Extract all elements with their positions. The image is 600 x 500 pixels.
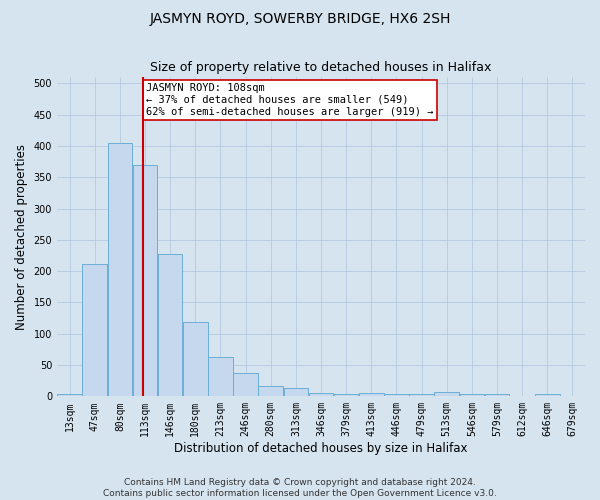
Bar	[309, 392, 334, 396]
Bar	[183, 322, 208, 396]
Bar	[133, 164, 157, 396]
Bar	[158, 254, 182, 396]
X-axis label: Distribution of detached houses by size in Halifax: Distribution of detached houses by size …	[174, 442, 468, 455]
Bar	[485, 394, 509, 396]
Bar	[409, 394, 434, 396]
Bar	[460, 394, 484, 396]
Text: JASMYN ROYD, SOWERBY BRIDGE, HX6 2SH: JASMYN ROYD, SOWERBY BRIDGE, HX6 2SH	[149, 12, 451, 26]
Bar	[208, 357, 233, 397]
Bar	[284, 388, 308, 396]
Bar	[334, 394, 358, 396]
Bar	[233, 372, 258, 396]
Bar	[259, 386, 283, 396]
Bar	[359, 392, 383, 396]
Bar	[82, 264, 107, 396]
Y-axis label: Number of detached properties: Number of detached properties	[15, 144, 28, 330]
Text: Contains HM Land Registry data © Crown copyright and database right 2024.
Contai: Contains HM Land Registry data © Crown c…	[103, 478, 497, 498]
Bar	[57, 394, 82, 396]
Bar	[535, 394, 560, 396]
Bar	[384, 394, 409, 396]
Title: Size of property relative to detached houses in Halifax: Size of property relative to detached ho…	[151, 62, 492, 74]
Bar	[434, 392, 459, 396]
Bar	[107, 143, 132, 397]
Text: JASMYN ROYD: 108sqm
← 37% of detached houses are smaller (549)
62% of semi-detac: JASMYN ROYD: 108sqm ← 37% of detached ho…	[146, 84, 434, 116]
